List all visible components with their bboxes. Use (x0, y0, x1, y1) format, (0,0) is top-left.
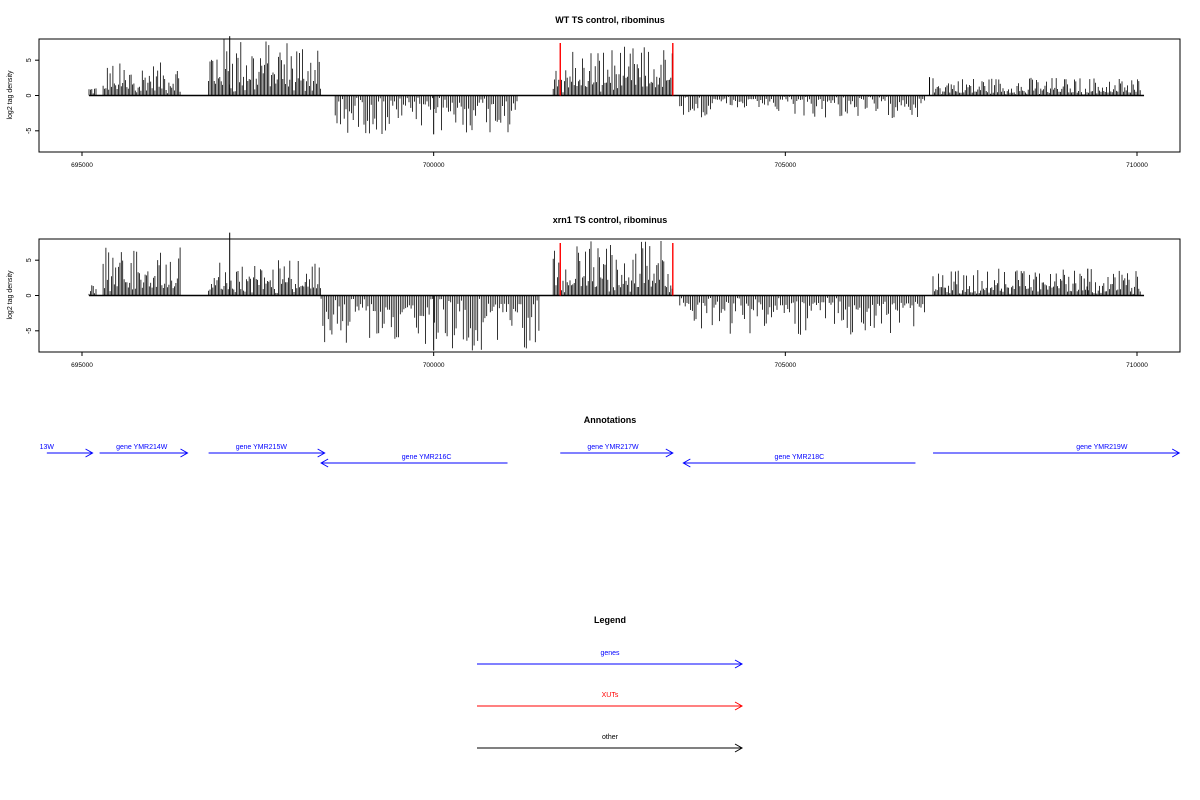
gene-annotation: gene YMR219W (933, 444, 1181, 458)
gene-annotation: gene YMR214W (99, 444, 189, 458)
signal-segment (334, 95, 518, 134)
gene-label: gene YMR217W (587, 444, 639, 451)
gene-label: gene YMR215W (236, 444, 288, 451)
signal-segment (88, 285, 97, 296)
signal-segment (932, 77, 1141, 96)
signal-segment (102, 62, 181, 96)
legend-arrow-head (734, 701, 744, 711)
gene-arrow-head (682, 458, 691, 468)
wt-track-title: WT TS control, ribominus (555, 15, 665, 25)
signal-segment (208, 38, 322, 96)
xrn1-track-panel: xrn1 TS control, ribominus log2 tag dens… (7, 215, 1181, 369)
legend-arrow-head (734, 743, 744, 753)
y-tick-label: 5 (26, 58, 33, 62)
legend-item: genes (477, 650, 744, 669)
x-tick-label: 700000 (423, 162, 445, 169)
signal-segment (88, 88, 97, 96)
gene-annotations: 13W gene YMR214W gene YMR215W gene YMR216C g… (40, 444, 1181, 468)
wt-track-panel: WT TS control, ribominus log2 tag densit… (7, 15, 1181, 169)
legend-label: XUTs (602, 692, 619, 699)
x-tick-label: 705000 (774, 362, 796, 369)
signal-segment (320, 295, 540, 351)
x-tick-label: 710000 (1126, 362, 1148, 369)
y-tick-label: -5 (26, 128, 33, 134)
gene-annotation: gene YMR215W (208, 444, 326, 458)
gene-arrow-head (320, 458, 329, 468)
annotations-panel: Annotations 13W gene YMR214W gene YMR215W g… (40, 415, 1181, 468)
xrn1-axes: -5 0 5 695000 700000 705000 710000 (26, 258, 1148, 369)
x-tick-label: 710000 (1126, 162, 1148, 169)
y-tick-label: 5 (26, 258, 33, 262)
gene-arrow-head (1171, 448, 1181, 458)
legend-title: Legend (594, 615, 626, 625)
x-tick-label: 695000 (71, 162, 93, 169)
wt-axes: -5 0 5 695000 700000 705000 710000 (26, 58, 1148, 169)
x-tick-label: 705000 (774, 162, 796, 169)
gene-annotation: gene YMR218C (682, 454, 916, 468)
legend-label: genes (600, 650, 620, 657)
legend-arrow-head (734, 659, 744, 669)
xrn1-track-title: xrn1 TS control, ribominus (553, 215, 668, 225)
gene-arrow-head (85, 448, 94, 458)
signal-segment (679, 295, 925, 335)
gene-arrow-head (317, 448, 326, 458)
xrn1-track-ylabel: log2 tag density (7, 270, 14, 320)
gene-label: gene YMR219W (1076, 444, 1128, 451)
gene-annotation: gene YMR217W (560, 444, 674, 458)
gene-arrow-head (180, 448, 189, 458)
y-tick-label: 0 (26, 93, 33, 97)
gene-annotation: gene YMR216C (320, 454, 508, 468)
legend-items: genes XUTs other (477, 650, 744, 753)
gene-label: gene YMR216C (402, 454, 452, 461)
y-tick-label: -5 (26, 328, 33, 334)
legend-panel: Legend genes XUTs other (477, 615, 744, 753)
legend-item: XUTs (477, 692, 744, 711)
annotations-title: Annotations (584, 415, 637, 425)
signal-segment (552, 241, 673, 296)
gene-label: 13W (40, 444, 55, 451)
signal-segment (552, 46, 673, 96)
signal-segment (679, 95, 925, 118)
gene-label: gene YMR214W (116, 444, 168, 451)
xrn1-signal-marks (88, 232, 1145, 351)
legend-label: other (602, 734, 619, 741)
wt-track-ylabel: log2 tag density (7, 70, 14, 120)
gene-annotation: 13W (40, 444, 94, 458)
x-tick-label: 700000 (423, 362, 445, 369)
legend-item: other (477, 734, 744, 753)
gene-label: gene YMR218C (775, 454, 825, 461)
signal-segment (208, 260, 322, 296)
gene-arrow-head (665, 448, 674, 458)
signal-segment (102, 247, 181, 296)
signal-segment (932, 268, 1141, 296)
y-tick-label: 0 (26, 293, 33, 297)
x-tick-label: 695000 (71, 362, 93, 369)
wt-signal-marks (88, 36, 1145, 135)
